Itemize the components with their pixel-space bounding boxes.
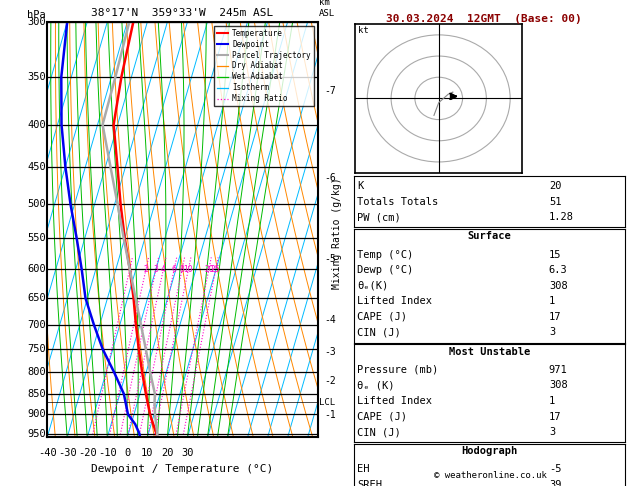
Text: Surface: Surface bbox=[467, 231, 511, 242]
Text: 550: 550 bbox=[27, 233, 46, 243]
Text: 400: 400 bbox=[27, 120, 46, 130]
Text: 15: 15 bbox=[549, 250, 561, 260]
Text: 20: 20 bbox=[549, 181, 561, 191]
Text: 300: 300 bbox=[27, 17, 46, 27]
Text: 3: 3 bbox=[153, 265, 159, 274]
Text: 600: 600 bbox=[27, 264, 46, 275]
Text: CIN (J): CIN (J) bbox=[357, 328, 401, 337]
Text: 450: 450 bbox=[27, 162, 46, 172]
Text: -30: -30 bbox=[58, 448, 77, 458]
Text: EH: EH bbox=[357, 465, 370, 474]
Text: -4: -4 bbox=[325, 315, 336, 326]
Text: 350: 350 bbox=[27, 72, 46, 82]
Text: 1: 1 bbox=[127, 265, 132, 274]
Text: θₑ(K): θₑ(K) bbox=[357, 281, 389, 291]
Text: 51: 51 bbox=[549, 197, 561, 207]
Text: 800: 800 bbox=[27, 367, 46, 377]
Text: 6.3: 6.3 bbox=[549, 265, 567, 275]
Text: LCL: LCL bbox=[319, 398, 335, 407]
Text: kt: kt bbox=[358, 26, 369, 35]
Text: 900: 900 bbox=[27, 409, 46, 419]
Text: CIN (J): CIN (J) bbox=[357, 427, 401, 437]
Text: -5: -5 bbox=[325, 254, 336, 263]
Text: 20: 20 bbox=[204, 265, 214, 274]
Text: 0: 0 bbox=[124, 448, 130, 458]
Text: PW (cm): PW (cm) bbox=[357, 212, 401, 222]
Text: hPa: hPa bbox=[27, 10, 46, 20]
Text: 25: 25 bbox=[211, 265, 221, 274]
Legend: Temperature, Dewpoint, Parcel Trajectory, Dry Adiabat, Wet Adiabat, Isotherm, Mi: Temperature, Dewpoint, Parcel Trajectory… bbox=[214, 26, 314, 106]
Text: -20: -20 bbox=[78, 448, 97, 458]
Text: 6: 6 bbox=[172, 265, 177, 274]
Text: km
ASL: km ASL bbox=[319, 0, 335, 17]
Text: Most Unstable: Most Unstable bbox=[448, 347, 530, 357]
Text: -40: -40 bbox=[38, 448, 57, 458]
Text: 10: 10 bbox=[141, 448, 153, 458]
Text: 8: 8 bbox=[180, 265, 184, 274]
Text: 1.28: 1.28 bbox=[549, 212, 574, 222]
Text: 17: 17 bbox=[549, 412, 561, 421]
Text: Hodograph: Hodograph bbox=[461, 446, 518, 456]
Text: -3: -3 bbox=[325, 347, 336, 357]
Text: Dewp (°C): Dewp (°C) bbox=[357, 265, 413, 275]
Text: 750: 750 bbox=[27, 344, 46, 354]
Text: 3: 3 bbox=[549, 328, 555, 337]
Text: Totals Totals: Totals Totals bbox=[357, 197, 438, 207]
Text: Pressure (mb): Pressure (mb) bbox=[357, 365, 438, 375]
Text: 971: 971 bbox=[549, 365, 567, 375]
Text: CAPE (J): CAPE (J) bbox=[357, 412, 407, 421]
Text: SREH: SREH bbox=[357, 480, 382, 486]
Text: 39: 39 bbox=[549, 480, 561, 486]
Text: -5: -5 bbox=[549, 465, 561, 474]
Text: 17: 17 bbox=[549, 312, 561, 322]
Text: 500: 500 bbox=[27, 199, 46, 209]
Text: 4: 4 bbox=[161, 265, 166, 274]
Text: 850: 850 bbox=[27, 389, 46, 399]
Text: © weatheronline.co.uk: © weatheronline.co.uk bbox=[434, 471, 547, 480]
Text: 1: 1 bbox=[549, 396, 555, 406]
Text: 20: 20 bbox=[161, 448, 174, 458]
Text: 10: 10 bbox=[184, 265, 193, 274]
Text: θₑ (K): θₑ (K) bbox=[357, 381, 395, 390]
Text: CAPE (J): CAPE (J) bbox=[357, 312, 407, 322]
Text: -10: -10 bbox=[98, 448, 116, 458]
Text: Dewpoint / Temperature (°C): Dewpoint / Temperature (°C) bbox=[91, 465, 274, 474]
Text: 700: 700 bbox=[27, 320, 46, 330]
Text: -6: -6 bbox=[325, 173, 336, 183]
Text: -1: -1 bbox=[325, 410, 336, 420]
Text: Mixing Ratio (g/kg): Mixing Ratio (g/kg) bbox=[331, 177, 342, 289]
Text: Lifted Index: Lifted Index bbox=[357, 396, 432, 406]
Text: 650: 650 bbox=[27, 293, 46, 303]
Text: 308: 308 bbox=[549, 381, 567, 390]
Text: 3: 3 bbox=[549, 427, 555, 437]
Text: Temp (°C): Temp (°C) bbox=[357, 250, 413, 260]
Text: 1: 1 bbox=[549, 296, 555, 306]
Text: 308: 308 bbox=[549, 281, 567, 291]
Text: 30.03.2024  12GMT  (Base: 00): 30.03.2024 12GMT (Base: 00) bbox=[386, 14, 582, 24]
Text: K: K bbox=[357, 181, 364, 191]
Text: -7: -7 bbox=[325, 86, 336, 96]
Text: -2: -2 bbox=[325, 376, 336, 386]
Text: 950: 950 bbox=[27, 429, 46, 439]
Text: 38°17'N  359°33'W  245m ASL: 38°17'N 359°33'W 245m ASL bbox=[91, 8, 274, 17]
Text: 30: 30 bbox=[181, 448, 194, 458]
Text: Lifted Index: Lifted Index bbox=[357, 296, 432, 306]
Text: 2: 2 bbox=[143, 265, 148, 274]
